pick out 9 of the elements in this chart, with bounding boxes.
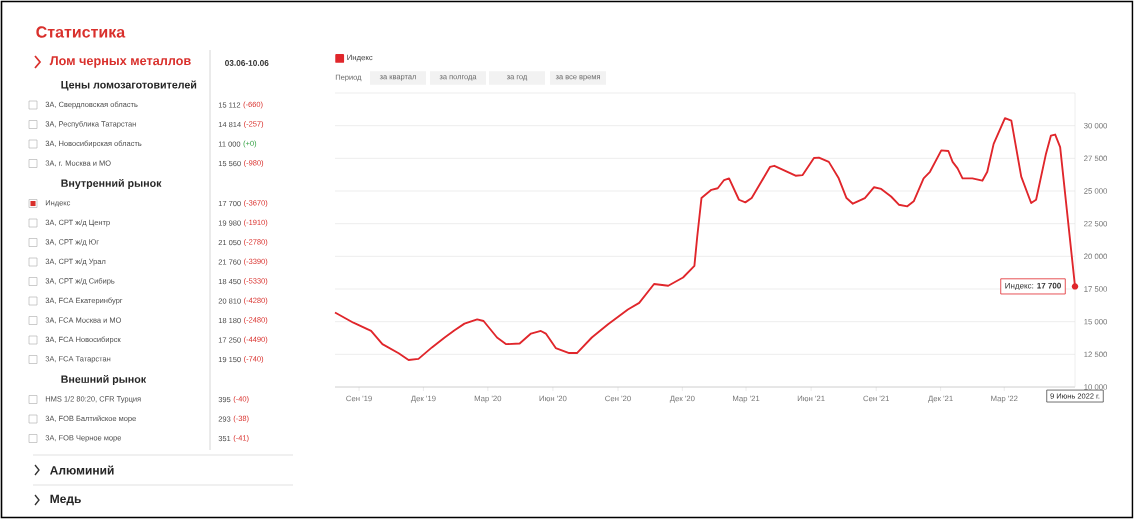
text: Внутренний рынок: [61, 178, 162, 190]
text: Внешний рынок: [61, 374, 147, 386]
text: Алюминий: [50, 465, 114, 475]
annotation: Индекс: 17 700: [1005, 282, 1061, 290]
text: Статистика: [36, 26, 126, 38]
text: Цены ломозаготовителей: [61, 80, 197, 91]
text: Лом черных металлов: [49, 56, 191, 68]
text: Медь: [50, 494, 81, 506]
text: 03.06-10.06: [225, 60, 269, 66]
